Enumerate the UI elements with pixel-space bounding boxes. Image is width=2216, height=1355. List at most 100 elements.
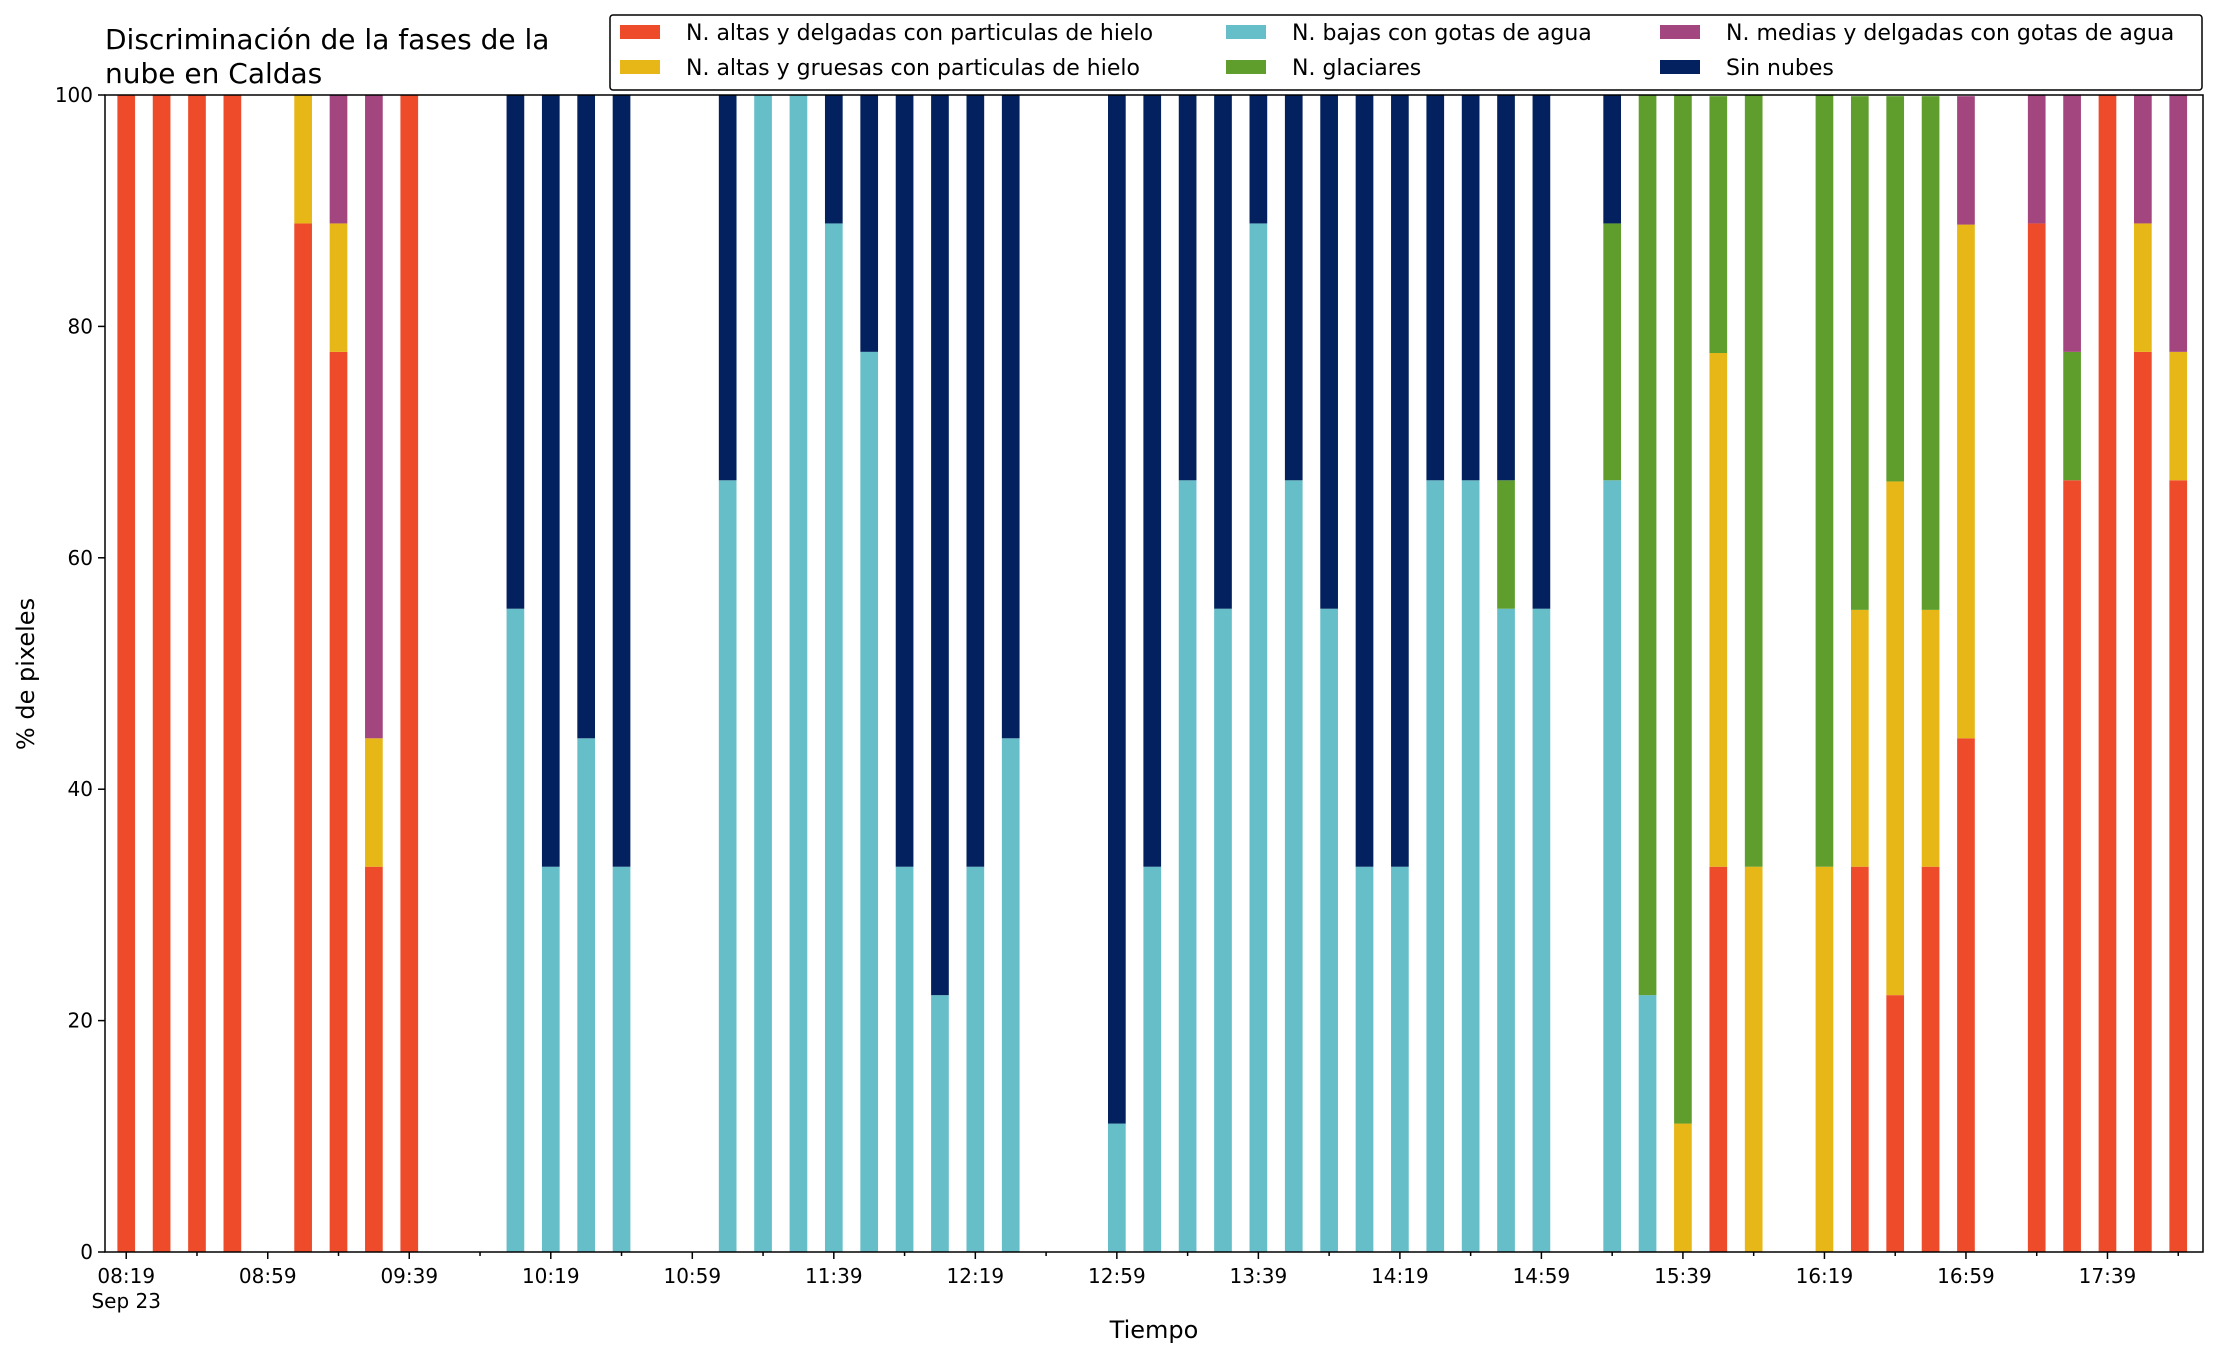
- bar-segment-altas_delgadas: [1921, 866, 1940, 1252]
- bar-segment-glaciares: [1603, 223, 1622, 481]
- bar-segment-altas_gruesas: [1957, 224, 1975, 739]
- bar-segment-glaciares: [1497, 480, 1515, 609]
- bar-segment-glaciares: [1709, 96, 1728, 354]
- x-tick-label: 11:39: [805, 1264, 863, 1288]
- bar-segment-altas_gruesas: [1744, 866, 1763, 1252]
- bar-segment-bajas_agua: [931, 995, 949, 1252]
- y-tick-label: 0: [80, 1240, 93, 1264]
- bar-segment-sin_nubes: [1391, 95, 1409, 867]
- legend-label-glaciares: N. glaciares: [1292, 56, 1421, 81]
- bar-segment-sin_nubes: [1532, 95, 1551, 609]
- bar-segment-altas_gruesas: [2134, 223, 2152, 352]
- bar-segment-altas_gruesas: [1886, 481, 1905, 996]
- bar-segment-bajas_agua: [860, 351, 879, 1253]
- bars-layer: [117, 95, 2188, 1253]
- bar-segment-bajas_agua: [1532, 608, 1551, 1252]
- bar-segment-glaciares: [1674, 95, 1692, 1124]
- x-tick-label: 14:19: [1371, 1264, 1429, 1288]
- bar-segment-sin_nubes: [1603, 95, 1622, 224]
- bar-segment-altas_delgadas: [2134, 351, 2152, 1253]
- bar-segment-altas_gruesas: [1921, 609, 1940, 867]
- chart-title: Discriminación de la fases de la nube en…: [105, 23, 549, 90]
- bar-segment-bajas_agua: [1214, 608, 1232, 1252]
- bar-segment-glaciares: [1815, 95, 1834, 867]
- bar-segment-bajas_agua: [1108, 1123, 1126, 1252]
- bar-segment-sin_nubes: [1284, 95, 1303, 481]
- legend-swatch-altas_gruesas: [620, 60, 660, 74]
- plot-frame: [104, 94, 2204, 1253]
- legend-swatch-sin_nubes: [1660, 60, 1700, 74]
- bar-segment-medias_delgadas: [2027, 95, 2046, 224]
- bar-segment-glaciares: [1744, 95, 1763, 867]
- bar-segment-sin_nubes: [895, 95, 914, 867]
- bar-segment-altas_delgadas: [117, 95, 136, 1252]
- bar-segment-altas_delgadas: [1709, 866, 1728, 1252]
- bar-segment-medias_delgadas: [329, 95, 348, 224]
- bar-segment-sin_nubes: [1143, 95, 1162, 867]
- x-tick-label: 15:39: [1654, 1264, 1712, 1288]
- bar-segment-sin_nubes: [824, 95, 843, 224]
- bar-segment-sin_nubes: [931, 95, 949, 996]
- x-tick-label: 10:19: [522, 1264, 580, 1288]
- bar-segment-altas_gruesas: [2169, 351, 2188, 481]
- legend-items: N. altas y delgadas con particulas de hi…: [620, 21, 2174, 81]
- legend-swatch-altas_delgadas: [620, 25, 660, 39]
- bar-segment-altas_delgadas: [365, 866, 383, 1252]
- x-tick-label: 12:59: [1088, 1264, 1146, 1288]
- bar-segment-altas_gruesas: [1850, 609, 1869, 867]
- bar-segment-altas_delgadas: [223, 95, 242, 1252]
- bar-segment-sin_nubes: [541, 95, 560, 867]
- bar-segment-bajas_agua: [1391, 866, 1409, 1252]
- bar-segment-bajas_agua: [1284, 480, 1303, 1252]
- bar-segment-bajas_agua: [1461, 480, 1480, 1252]
- chart-title-line-1: Discriminación de la fases de la: [105, 23, 549, 56]
- x-tick-label: 16:59: [1937, 1264, 1995, 1288]
- bar-segment-bajas_agua: [1178, 480, 1197, 1252]
- bar-segment-altas_gruesas: [1674, 1123, 1692, 1252]
- y-tick-label: 60: [68, 546, 93, 570]
- legend-frame: [609, 14, 2203, 91]
- y-tick-label: 20: [68, 1009, 93, 1033]
- legend-label-altas_delgadas: N. altas y delgadas con particulas de hi…: [686, 21, 1153, 46]
- bar-segment-bajas_agua: [1001, 738, 1020, 1252]
- legend-label-bajas_agua: N. bajas con gotas de agua: [1292, 21, 1592, 46]
- y-axis-label: % de pixeles: [12, 598, 40, 750]
- x-tick-label: 10:59: [663, 1264, 721, 1288]
- bar-segment-altas_delgadas: [152, 95, 171, 1252]
- y-tick-label: 100: [55, 83, 93, 107]
- bar-segment-bajas_agua: [718, 480, 737, 1252]
- bar-segment-bajas_agua: [1249, 223, 1268, 1253]
- bar-segment-bajas_agua: [1638, 995, 1657, 1252]
- x-tick-sublabel: Sep 23: [91, 1289, 161, 1313]
- bar-segment-sin_nubes: [1108, 95, 1126, 1124]
- chart-title-line-2: nube en Caldas: [105, 57, 322, 90]
- legend-swatch-medias_delgadas: [1660, 25, 1700, 39]
- bar-segment-sin_nubes: [612, 95, 631, 867]
- x-tick-label: 08:59: [239, 1264, 297, 1288]
- bar-segment-altas_delgadas: [1850, 866, 1869, 1252]
- bar-segment-sin_nubes: [1426, 95, 1445, 481]
- bar-segment-altas_delgadas: [2063, 480, 2081, 1252]
- bar-segment-altas_delgadas: [1886, 995, 1905, 1252]
- bar-segment-altas_gruesas: [1815, 866, 1834, 1252]
- bar-segment-altas_delgadas: [400, 95, 419, 1252]
- bar-segment-sin_nubes: [966, 95, 985, 867]
- bar-segment-bajas_agua: [1426, 480, 1445, 1252]
- bar-segment-altas_delgadas: [2098, 95, 2117, 1252]
- legend: N. altas y delgadas con particulas de hi…: [609, 14, 2203, 91]
- bar-segment-sin_nubes: [1497, 95, 1515, 481]
- bar-segment-glaciares: [1638, 95, 1657, 996]
- bar-segment-glaciares: [1921, 96, 1940, 610]
- bar-segment-sin_nubes: [860, 95, 879, 352]
- y-tick-label: 80: [68, 314, 93, 338]
- bar-segment-altas_delgadas: [2169, 480, 2188, 1252]
- y-tick-label: 40: [68, 777, 93, 801]
- bar-segment-altas_delgadas: [2027, 223, 2046, 1253]
- bar-segment-sin_nubes: [1214, 95, 1232, 609]
- legend-swatch-glaciares: [1226, 60, 1266, 74]
- bar-segment-sin_nubes: [1355, 95, 1374, 867]
- bar-segment-glaciares: [1850, 96, 1869, 610]
- bar-segment-bajas_agua: [541, 866, 560, 1252]
